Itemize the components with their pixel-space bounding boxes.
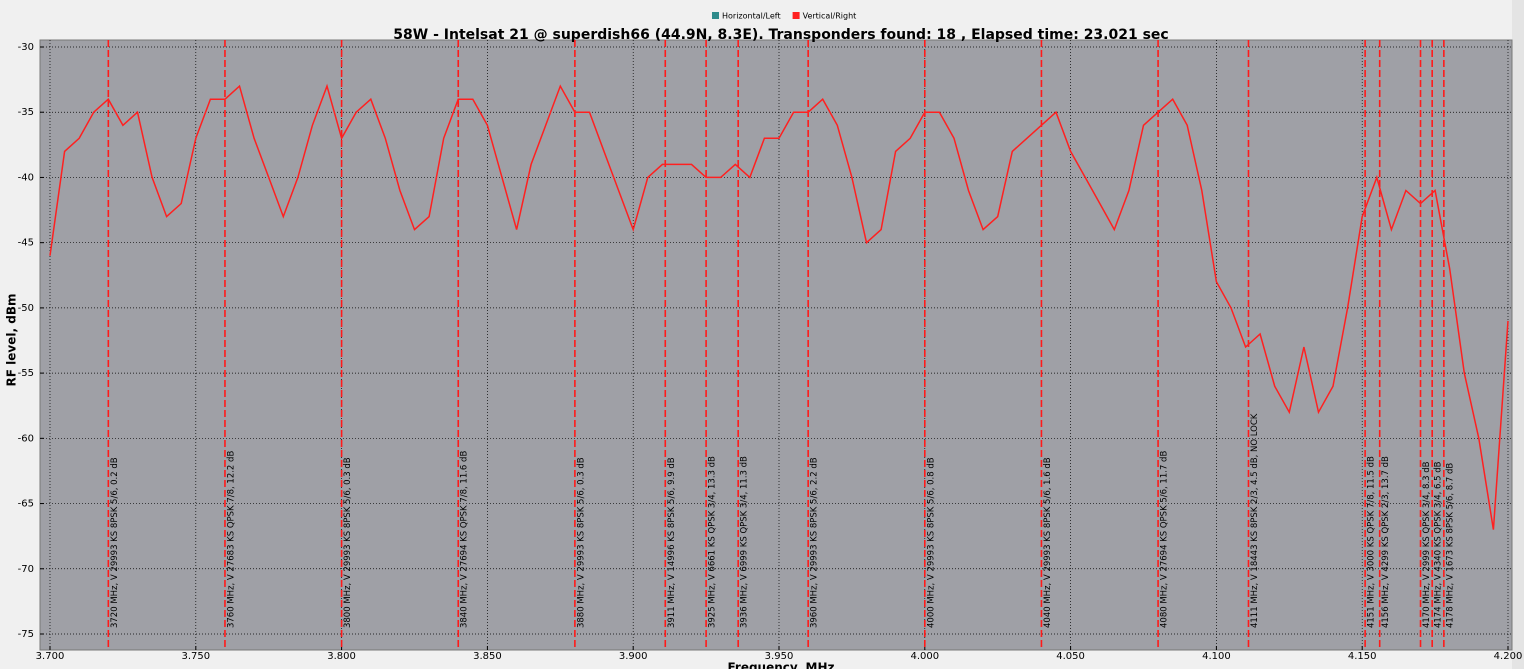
x-tick-label: 3.950	[765, 651, 794, 662]
transponder-label: 3760 MHz, V 27683 KS QPSK 7/8, 12.2 dB	[226, 451, 236, 628]
x-axis-label: Frequency, MHz	[727, 661, 834, 669]
y-tick-label: -70	[18, 564, 34, 575]
x-tick-label: 4.150	[1348, 651, 1377, 662]
y-tick-label: -65	[18, 499, 34, 510]
transponder-label: 4174 MHz, V 4340 KS QPSK 3/4, 6.5 dB	[1434, 461, 1444, 628]
transponder-label: 3936 MHz, V 6999 KS QPSK 3/4, 11.3 dB	[740, 456, 750, 628]
transponder-label: 4080 MHz, V 27694 KS QPSK 5/6, 11.7 dB	[1160, 451, 1170, 628]
x-tick-label: 4.000	[910, 651, 939, 662]
chart-title: 58W - Intelsat 21 @ superdish66 (44.9N, …	[393, 27, 1168, 43]
x-tick-label: 3.750	[181, 651, 210, 662]
legend-label: Horizontal/Left	[722, 12, 781, 21]
y-tick-label: -30	[18, 42, 34, 53]
transponder-label: 4156 MHz, V 4299 KS QPSK 2/3, 13.7 dB	[1381, 456, 1391, 628]
transponder-label: 4178 MHz, V 1673 KS 8PSK 5/6, 8.7 dB	[1445, 463, 1455, 628]
y-tick-label: -45	[18, 238, 34, 249]
transponder-label: 3911 MHz, V 14996 KS 8PSK 5/6, 9.9 dB	[667, 457, 677, 628]
x-tick-label: 3.850	[473, 651, 502, 662]
legend-label: Vertical/Right	[803, 12, 857, 21]
y-axis-label: RF level, dBm	[5, 294, 19, 387]
x-tick-label: 4.050	[1056, 651, 1085, 662]
x-tick-label: 3.900	[619, 651, 648, 662]
y-tick-label: -55	[18, 368, 34, 379]
scroll-strip	[1512, 0, 1524, 669]
y-tick-label: -75	[18, 629, 34, 640]
x-tick-label: 4.200	[1494, 651, 1523, 662]
transponder-label: 4040 MHz, V 29993 KS 8PSK 5/6, 1.6 dB	[1043, 457, 1053, 628]
transponder-label: 3960 MHz, V 29993 KS 8PSK 5/6, 2.2 dB	[810, 457, 820, 628]
x-tick-label: 3.700	[36, 651, 65, 662]
legend-swatch	[792, 12, 800, 19]
transponder-label: 3720 MHz, V 29993 KS 8PSK 5/6, 0.2 dB	[110, 457, 120, 628]
y-tick-label: -60	[18, 433, 34, 444]
y-tick-label: -50	[18, 303, 34, 314]
y-tick-label: -35	[18, 107, 34, 118]
y-tick-label: -40	[18, 172, 34, 183]
transponder-label: 3840 MHz, V 27694 KS QPSK 7/8, 11.6 dB	[460, 451, 470, 628]
x-tick-label: 3.800	[327, 651, 356, 662]
transponder-label: 4111 MHz, V 18443 KS 8PSK 2/3, 4.5 dB, N…	[1250, 413, 1260, 628]
transponder-label: 4151 MHz, V 3000 KS QPSK 7/8, 11.5 dB	[1367, 456, 1377, 628]
legend-swatch	[712, 12, 719, 19]
transponder-label: 3925 MHz, V 6661 KS QPSK 3/4, 13.3 dB	[708, 456, 718, 628]
series-line	[49, 83, 1509, 530]
x-tick-label: 4.100	[1202, 651, 1231, 662]
plot-area	[39, 39, 1513, 651]
transponder-label: 3880 MHz, V 29993 KS 8PSK 5/6, 0.3 dB	[576, 457, 586, 628]
transponder-label: 3800 MHz, V 29993 KS 8PSK 5/6, 0.3 dB	[343, 457, 353, 628]
transponder-label: 4000 MHz, V 29993 KS 8PSK 5/6, 0.8 dB	[926, 457, 936, 628]
transponder-label: 4170 MHz, V 2999 KS QPSK 3/4, 8.3 dB	[1422, 461, 1432, 628]
